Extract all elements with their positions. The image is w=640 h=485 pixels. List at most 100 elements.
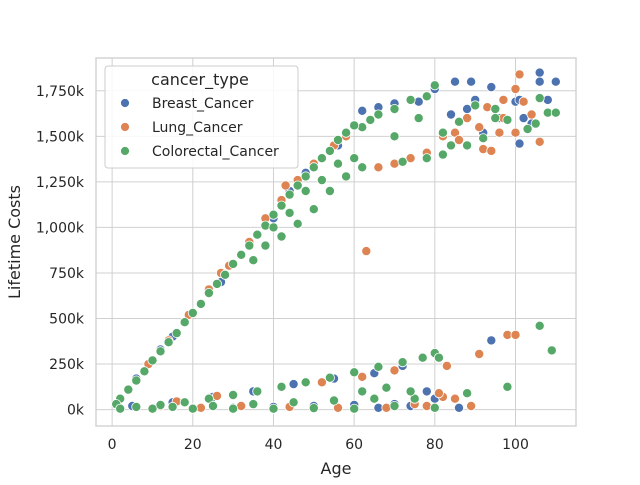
point-colorectal-cancer: [308, 403, 319, 414]
point-colorectal-cancer: [308, 204, 319, 215]
x-tick-label: 0: [108, 437, 117, 453]
point-lung-cancer: [526, 109, 537, 120]
point-colorectal-cancer: [373, 361, 384, 372]
point-colorectal-cancer: [405, 386, 416, 397]
point-colorectal-cancer: [163, 337, 174, 348]
point-colorectal-cancer: [300, 171, 311, 182]
point-colorectal-cancer: [179, 397, 190, 408]
point-colorectal-cancer: [357, 386, 368, 397]
point-breast-cancer: [449, 76, 460, 87]
point-colorectal-cancer: [308, 162, 319, 173]
point-colorectal-cancer: [288, 397, 299, 408]
point-colorectal-cancer: [292, 180, 303, 191]
point-breast-cancer: [466, 76, 477, 87]
point-colorectal-cancer: [260, 240, 271, 251]
point-colorectal-cancer: [381, 382, 392, 393]
point-colorectal-cancer: [300, 185, 311, 196]
point-lung-cancer: [453, 134, 464, 145]
point-colorectal-cancer: [284, 207, 295, 218]
point-colorectal-cancer: [332, 134, 343, 145]
point-breast-cancer: [288, 379, 299, 390]
y-axis-label: Lifetime Costs: [5, 185, 24, 299]
point-lung-cancer: [494, 127, 505, 138]
point-lung-cancer: [466, 400, 477, 411]
x-tick-label: 80: [426, 437, 444, 453]
point-colorectal-cancer: [276, 231, 287, 242]
point-colorectal-cancer: [139, 366, 150, 377]
point-colorectal-cancer: [429, 402, 440, 413]
point-colorectal-cancer: [220, 269, 231, 280]
x-tick-label: 100: [502, 437, 529, 453]
point-colorectal-cancer: [292, 218, 303, 229]
point-lung-cancer: [381, 402, 392, 413]
point-colorectal-cancer: [522, 124, 533, 135]
y-tick-label: 1,250k: [36, 175, 85, 191]
point-colorectal-cancer: [502, 381, 513, 392]
point-lung-cancer: [498, 94, 509, 105]
point-colorectal-cancer: [187, 403, 198, 414]
point-colorectal-cancer: [155, 346, 166, 357]
point-colorectal-cancer: [147, 403, 158, 414]
point-breast-cancer: [542, 94, 553, 105]
point-colorectal-cancer: [147, 355, 158, 366]
point-colorectal-cancer: [550, 107, 561, 118]
legend-marker-lung: [120, 122, 130, 132]
point-colorectal-cancer: [445, 140, 456, 151]
point-breast-cancer: [486, 82, 497, 93]
point-colorectal-cancer: [324, 372, 335, 383]
point-colorectal-cancer: [453, 116, 464, 127]
point-colorectal-cancer: [341, 171, 352, 182]
point-colorectal-cancer: [341, 127, 352, 138]
point-colorectal-cancer: [248, 399, 259, 410]
point-colorectal-cancer: [228, 403, 239, 414]
point-colorectal-cancer: [365, 114, 376, 125]
point-colorectal-cancer: [228, 389, 239, 400]
point-colorectal-cancer: [268, 222, 279, 233]
point-colorectal-cancer: [324, 185, 335, 196]
point-colorectal-cancer: [252, 386, 263, 397]
plot-frame: [95, 57, 577, 427]
point-colorectal-cancer: [123, 384, 134, 395]
y-tick-label: 500k: [49, 312, 85, 328]
point-colorectal-cancer: [433, 352, 444, 363]
point-colorectal-cancer: [236, 249, 247, 260]
point-breast-cancer: [357, 105, 368, 116]
legend-marker-colorectal: [120, 146, 130, 156]
point-colorectal-cancer: [131, 375, 142, 386]
point-colorectal-cancer: [179, 317, 190, 328]
point-colorectal-cancer: [268, 403, 279, 414]
point-colorectal-cancer: [437, 127, 448, 138]
point-colorectal-cancer: [195, 298, 206, 309]
point-colorectal-cancer: [389, 400, 400, 411]
point-colorectal-cancer: [167, 401, 178, 412]
point-colorectal-cancer: [369, 393, 380, 404]
point-lung-cancer: [518, 96, 529, 107]
legend: cancer_type Breast_Cancer Lung_Cancer Co…: [104, 65, 299, 169]
y-tick-label: 1,750k: [36, 84, 85, 100]
point-lung-cancer: [389, 158, 400, 169]
point-breast-cancer: [413, 96, 424, 107]
point-lung-cancer: [433, 388, 444, 399]
point-breast-cancer: [550, 76, 561, 87]
point-colorectal-cancer: [478, 133, 489, 144]
tick-labels: 0 20 40 60 80 100 0k 250k 500k 750k 1,000k 1,250k 1,…: [36, 84, 529, 453]
point-lung-cancer: [514, 69, 525, 80]
point-colorectal-cancer: [417, 352, 428, 363]
point-colorectal-cancer: [115, 403, 126, 414]
point-colorectal-cancer: [316, 175, 327, 186]
point-colorectal-cancer: [171, 328, 182, 339]
point-colorectal-cancer: [421, 153, 432, 164]
point-colorectal-cancer: [276, 200, 287, 211]
point-colorectal-cancer: [534, 93, 545, 104]
point-colorectal-cancer: [502, 114, 513, 125]
point-colorectal-cancer: [470, 100, 481, 111]
legend-label-breast: Breast_Cancer: [152, 96, 254, 112]
point-colorectal-cancer: [413, 113, 424, 124]
point-lung-cancer: [510, 127, 521, 138]
legend-title: cancer_type: [151, 70, 249, 90]
point-colorectal-cancer: [276, 381, 287, 392]
y-tick-label: 1,000k: [36, 220, 85, 236]
point-colorectal-cancer: [490, 113, 501, 124]
point-colorectal-cancer: [324, 145, 335, 156]
